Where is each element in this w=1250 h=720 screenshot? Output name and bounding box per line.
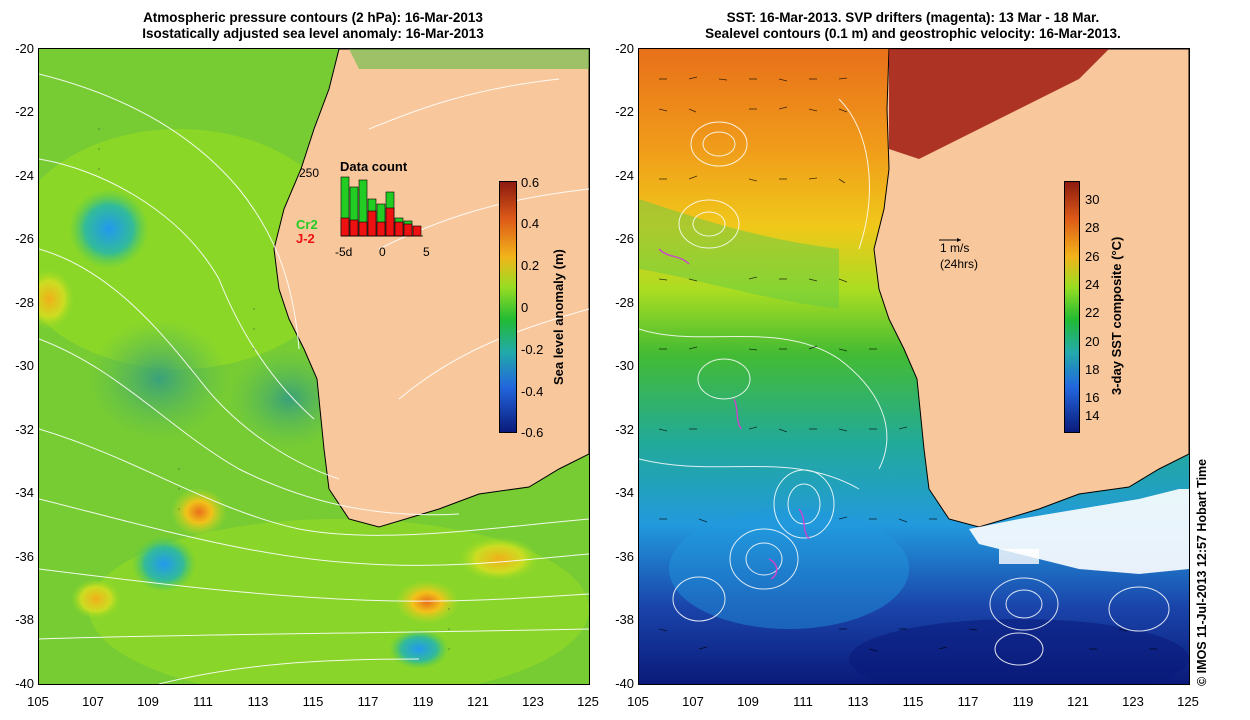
right-ytick: -22 <box>615 104 634 119</box>
left-ytick: -40 <box>15 676 34 691</box>
left-ytick: -24 <box>15 168 34 183</box>
right-xtick: 105 <box>627 694 649 709</box>
right-ytick: -28 <box>615 295 634 310</box>
inset-series-cr2: Cr2 <box>296 217 318 232</box>
sla-colorbar-label: Sea level anomaly (m) <box>551 249 566 385</box>
right-ytick: -38 <box>615 612 634 627</box>
sst-cbar-tick-7: 18 <box>1085 362 1100 377</box>
left-ytick: -34 <box>15 485 34 500</box>
right-ytick: -40 <box>615 676 634 691</box>
left-xtick: 107 <box>82 694 104 709</box>
left-xtick: 125 <box>577 694 599 709</box>
inset-histogram <box>340 176 423 237</box>
left-ytick: -22 <box>15 104 34 119</box>
left-xtick: 109 <box>137 694 159 709</box>
right-title: SST: 16-Mar-2013. SVP drifters (magenta)… <box>638 10 1188 42</box>
right-xtick: 109 <box>737 694 759 709</box>
sea-level-anomaly-map[interactable]: Data count 250 Cr2 J-2 -5d 0 5 <box>38 48 590 685</box>
right-xtick: 113 <box>847 694 869 709</box>
left-ytick: -28 <box>15 295 34 310</box>
right-xtick: 121 <box>1067 694 1089 709</box>
sla-colorbar <box>499 181 517 433</box>
inset-series-j2: J-2 <box>296 231 315 246</box>
right-ytick: -34 <box>615 485 634 500</box>
scale-arrow-speed: 1 m/s <box>940 241 970 255</box>
left-xtick: 119 <box>412 694 434 709</box>
credit-text: © IMOS 11-Jul-2013 12:57 Hobart Time <box>1195 458 1209 686</box>
right-xtick: 107 <box>682 694 704 709</box>
sst-cbar-tick-1: 30 <box>1085 192 1100 207</box>
left-title: Atmospheric pressure contours (2 hPa): 1… <box>38 10 588 42</box>
sst-cbar-tick-6: 20 <box>1085 334 1100 349</box>
left-xtick: 111 <box>193 694 213 709</box>
inset-xtick-minus5: -5d <box>335 245 353 259</box>
right-xtick: 117 <box>957 694 979 709</box>
sst-colorbar-label: 3-day SST composite (°C) <box>1109 236 1124 395</box>
sst-cbar-tick-8: 16 <box>1085 390 1100 405</box>
right-title-line1: SST: 16-Mar-2013. SVP drifters (magenta)… <box>726 10 1100 25</box>
right-xtick: 125 <box>1177 694 1199 709</box>
sst-cbar-tick-2: 28 <box>1085 220 1100 235</box>
left-xtick: 123 <box>522 694 544 709</box>
right-ytick: -26 <box>615 231 634 246</box>
left-ytick: -38 <box>15 612 34 627</box>
inset-xtick-5: 5 <box>423 245 430 259</box>
sst-cbar-tick-3: 26 <box>1085 249 1100 264</box>
right-title-line2: Sealevel contours (0.1 m) and geostrophi… <box>705 26 1121 41</box>
left-ytick: -26 <box>15 231 34 246</box>
sst-colorbar <box>1064 181 1080 433</box>
sla-cbar-tick-4: 0 <box>521 300 529 315</box>
left-xtick: 105 <box>27 694 49 709</box>
left-ytick: -32 <box>15 422 34 437</box>
sst-cbar-tick-9: 14 <box>1085 408 1100 423</box>
right-ytick: -20 <box>615 41 634 56</box>
left-ytick: -30 <box>15 358 34 373</box>
sla-cbar-tick-2: 0.4 <box>521 216 540 231</box>
left-xtick: 117 <box>357 694 379 709</box>
left-ytick: -36 <box>15 549 34 564</box>
left-xtick: 115 <box>302 694 324 709</box>
sla-cbar-tick-7: -0.6 <box>521 425 544 440</box>
right-xtick: 119 <box>1012 694 1034 709</box>
left-title-line2: Isostatically adjusted sea level anomaly… <box>142 26 484 41</box>
left-xtick: 121 <box>467 694 489 709</box>
right-ytick: -24 <box>615 168 634 183</box>
scale-arrow-period: (24hrs) <box>940 257 979 271</box>
sla-cbar-tick-5: -0.2 <box>521 342 544 357</box>
left-ytick: -20 <box>15 41 34 56</box>
sla-cbar-tick-6: -0.4 <box>521 384 544 399</box>
sla-cbar-tick-1: 0.6 <box>521 175 540 190</box>
sla-cbar-tick-3: 0.2 <box>521 258 540 273</box>
right-xtick: 123 <box>1122 694 1144 709</box>
right-xtick: 111 <box>793 694 813 709</box>
right-ytick: -36 <box>615 549 634 564</box>
sst-map[interactable]: 1 m/s (24hrs) 30 28 26 24 22 20 18 16 14… <box>638 48 1190 685</box>
right-xtick: 115 <box>902 694 924 709</box>
inset-max-label: 250 <box>299 166 320 180</box>
right-ytick: -30 <box>615 358 634 373</box>
right-ytick: -32 <box>615 422 634 437</box>
sst-cbar-tick-5: 22 <box>1085 305 1100 320</box>
sst-cbar-tick-4: 24 <box>1085 277 1100 292</box>
left-title-line1: Atmospheric pressure contours (2 hPa): 1… <box>143 10 483 25</box>
left-xtick: 113 <box>247 694 269 709</box>
inset-title: Data count <box>340 159 408 174</box>
sst-map-graphic <box>639 49 1189 684</box>
inset-xtick-0: 0 <box>379 245 386 259</box>
